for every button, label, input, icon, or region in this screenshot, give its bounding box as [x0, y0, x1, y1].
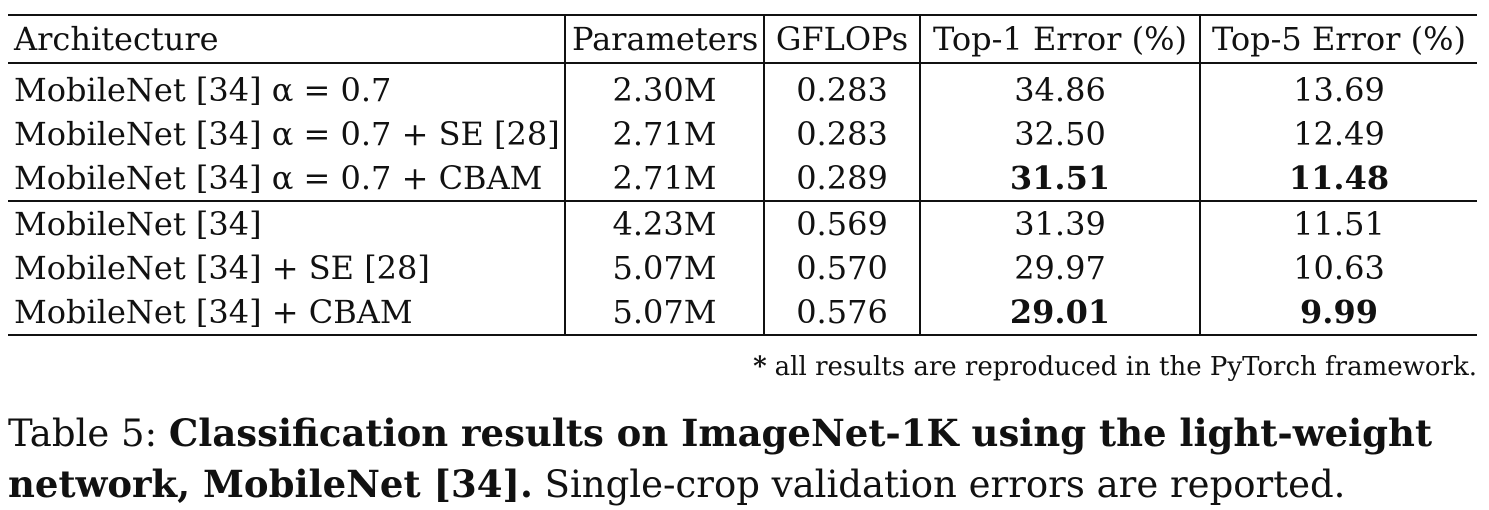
cell-parameters: 5.07M — [564, 246, 764, 290]
table-row: MobileNet [34] + CBAM 5.07M 0.576 29.01 … — [8, 290, 1477, 336]
cell-top1-error: 32.50 — [919, 112, 1200, 156]
cell-gflops: 0.283 — [763, 112, 920, 156]
cell-gflops: 0.570 — [763, 246, 920, 290]
cell-top5-error-best: 9.99 — [1199, 290, 1477, 336]
table-row: MobileNet [34] 4.23M 0.569 31.39 11.51 — [8, 200, 1477, 246]
header-top5-error: Top-5 Error (%) — [1199, 14, 1477, 64]
header-gflops: GFLOPs — [763, 14, 920, 64]
cell-top5-error: 13.69 — [1199, 62, 1477, 112]
table-header-row: Architecture Parameters GFLOPs Top-1 Err… — [8, 14, 1477, 64]
cell-parameters: 5.07M — [564, 290, 764, 336]
cell-architecture: MobileNet [34] α = 0.7 — [8, 62, 565, 112]
cell-top1-error: 34.86 — [919, 62, 1200, 112]
results-table-container: Architecture Parameters GFLOPs Top-1 Err… — [8, 14, 1477, 336]
cell-architecture: MobileNet [34] α = 0.7 + SE [28] — [14, 115, 560, 153]
footnote-text: all results are reproduced in the PyTorc… — [774, 352, 1477, 382]
cell-architecture: MobileNet [34] — [8, 200, 565, 246]
cell-parameters: 2.30M — [564, 62, 764, 112]
header-top1-error: Top-1 Error (%) — [919, 14, 1200, 64]
cell-top5-error-best: 11.48 — [1199, 156, 1477, 201]
cell-architecture: MobileNet [34] + SE [28] — [14, 249, 430, 287]
table-row: MobileNet [34] α = 0.7 2.30M 0.283 34.86… — [8, 62, 1477, 112]
cell-top5-error: 10.63 — [1199, 246, 1477, 290]
table-caption: Table 5: Classification results on Image… — [8, 408, 1478, 510]
cell-gflops: 0.569 — [763, 200, 920, 246]
cell-top1-error: 31.39 — [919, 200, 1200, 246]
table-group-alpha-07: MobileNet [34] α = 0.7 2.30M 0.283 34.86… — [8, 62, 1477, 201]
cell-architecture: MobileNet [34] α = 0.7 + CBAM — [14, 159, 543, 197]
cell-top1-error-best: 29.01 — [919, 290, 1200, 336]
table-footnote: * all results are reproduced in the PyTor… — [753, 352, 1477, 382]
footnote-marker: * — [753, 352, 767, 382]
caption-label: Table 5: — [8, 412, 158, 455]
cell-parameters: 4.23M — [564, 200, 764, 246]
cell-gflops: 0.289 — [763, 156, 920, 201]
table-row: MobileNet [34] α = 0.7 + SE [28] 2.71M 0… — [8, 112, 1477, 156]
header-parameters: Parameters — [564, 14, 764, 64]
table-row: MobileNet [34] α = 0.7 + CBAM 2.71M 0.28… — [8, 156, 1477, 201]
cell-parameters: 2.71M — [564, 112, 764, 156]
cell-top1-error-best: 31.51 — [919, 156, 1200, 201]
cell-parameters: 2.71M — [564, 156, 764, 201]
cell-top5-error: 12.49 — [1199, 112, 1477, 156]
cell-top5-error: 11.51 — [1199, 200, 1477, 246]
table-row: MobileNet [34] + SE [28] 5.07M 0.570 29.… — [8, 246, 1477, 290]
results-table: Architecture Parameters GFLOPs Top-1 Err… — [8, 14, 1477, 336]
cell-gflops: 0.283 — [763, 62, 920, 112]
header-architecture: Architecture — [8, 14, 565, 64]
caption-description: Single-crop validation errors are report… — [544, 463, 1346, 506]
cell-top1-error: 29.97 — [919, 246, 1200, 290]
caption-title: Classification results on ImageNet-1K us… — [8, 411, 1433, 506]
cell-gflops: 0.576 — [763, 290, 920, 336]
cell-architecture: MobileNet [34] + CBAM — [8, 290, 565, 336]
table-group-full: MobileNet [34] 4.23M 0.569 31.39 11.51 M… — [8, 200, 1477, 336]
